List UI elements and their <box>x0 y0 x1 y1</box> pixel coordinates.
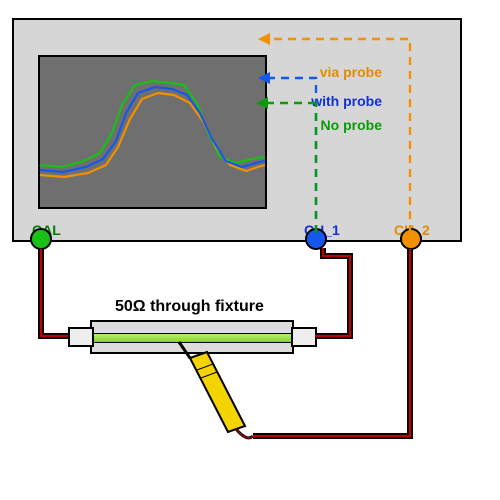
fixture-connector-right <box>291 327 317 347</box>
trace-with-probe <box>40 87 265 172</box>
instrument-panel: via probe with probe No probe CAL CH_1 C… <box>12 18 462 242</box>
scope-traces <box>40 57 265 207</box>
fixture-label: 50Ω through fixture <box>115 298 264 316</box>
through-fixture <box>90 320 294 354</box>
port-ch2 <box>400 228 422 250</box>
port-cal <box>30 228 52 250</box>
diagram-root: via probe with probe No probe CAL CH_1 C… <box>0 0 500 500</box>
label-no-probe: No probe <box>321 117 382 133</box>
probe-icon <box>135 340 255 460</box>
label-with-probe: with probe <box>311 93 382 109</box>
label-via-probe: via probe <box>320 64 382 80</box>
fixture-connector-left <box>68 327 94 347</box>
port-ch1 <box>305 228 327 250</box>
scope-screen <box>38 55 267 209</box>
coax-fixture-to-ch1 <box>315 248 350 336</box>
coax-cal-to-fixture <box>41 249 68 336</box>
fixture-core <box>92 333 292 343</box>
